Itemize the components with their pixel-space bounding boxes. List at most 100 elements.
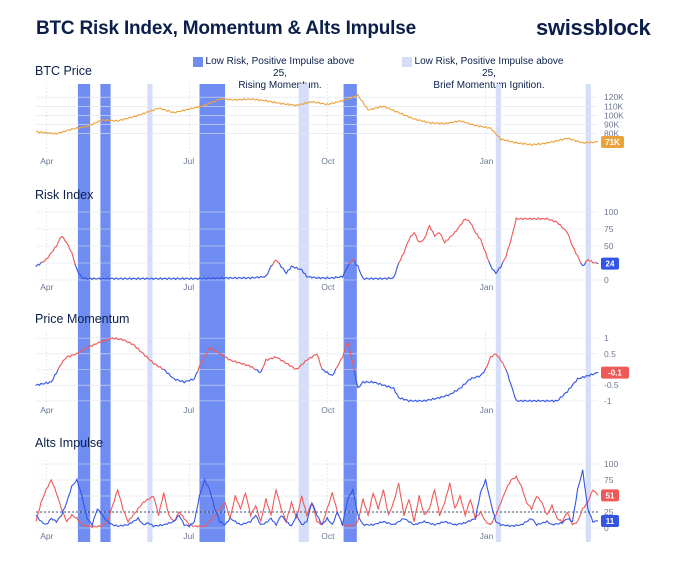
series-segment-1-218 (406, 239, 410, 244)
x-tick-label-1-2: Oct (321, 282, 335, 292)
series-segment-1-149 (289, 265, 293, 270)
series-segment-2-60 (137, 347, 141, 352)
series-segment-1-216 (403, 247, 407, 255)
x-tick-label-3-3: Jan (480, 531, 494, 541)
series-segment-2-275 (503, 365, 507, 371)
series-segment-1-264 (485, 251, 488, 259)
series-line-0-0 (35, 93, 599, 147)
series-segment-1-262 (481, 243, 485, 250)
series-segment-1-257 (473, 228, 476, 234)
series-segment-2-12 (55, 368, 59, 374)
x-tick-label-0-0: Apr (40, 156, 53, 166)
series-segment-2-167 (319, 364, 323, 370)
shaded-period-1 (100, 84, 111, 542)
series-segment-1-231 (428, 224, 432, 231)
series-segment-1-211 (394, 266, 398, 275)
series-segment-1-219 (408, 235, 412, 241)
x-tick-label-2-0: Apr (40, 405, 53, 415)
series-segment-2-10 (52, 374, 56, 381)
series-segment-2-95 (197, 365, 201, 372)
y-tick-label-0-0: 120K (604, 92, 624, 102)
series-segment-2-280 (512, 389, 516, 397)
series-segment-1-319 (578, 259, 582, 264)
series-segment-2-272 (498, 356, 502, 362)
series-segment-1-275 (503, 256, 507, 261)
series-segment-1-23 (74, 264, 78, 270)
x-tick-label-1-3: Jan (480, 282, 494, 292)
series-segment-1-278 (508, 238, 512, 247)
series-segment-1-259 (476, 233, 480, 239)
series-segment-2-97 (200, 359, 204, 365)
legend-swatch-light (402, 57, 412, 67)
series-segment-2-166 (318, 357, 321, 366)
series-segment-2-177 (336, 363, 340, 368)
series-segment-1-273 (500, 261, 504, 268)
series-segment-1-233 (432, 231, 436, 237)
shaded-period-4 (298, 84, 309, 542)
x-tick-label-1-1: Jul (183, 282, 194, 292)
series-segment-1-181 (343, 269, 347, 274)
series-segment-2-175 (333, 368, 337, 375)
series-segment-1-229 (425, 229, 429, 236)
series-segment-1-156 (301, 268, 304, 274)
y-tick-label-3-0: 100 (604, 459, 618, 469)
series-segment-2-250 (461, 383, 465, 389)
series-segment-1-19 (67, 244, 71, 251)
y-tick-label-2-3: -0.5 (604, 380, 619, 390)
legend-item-light: Low Risk, Positive Impulse above 25, Bri… (402, 56, 564, 92)
series-segment-1-212 (396, 262, 400, 269)
last-value-badge-btc-bg (601, 135, 624, 148)
series-segment-1-147 (285, 269, 289, 275)
x-tick-label-3-1: Jul (183, 531, 194, 541)
series-segment-1-281 (514, 217, 517, 227)
x-tick-label-3-2: Oct (321, 531, 335, 541)
series-segment-1-267 (490, 265, 493, 271)
series-segment-1-308 (559, 224, 563, 229)
x-tick-label-0-3: Jan (480, 156, 494, 166)
panel-title-0: BTC Price (35, 64, 92, 78)
series-segment-1-269 (493, 269, 497, 275)
series-segment-1-214 (399, 254, 403, 261)
y-tick-label-1-1: 75 (604, 224, 614, 234)
series-segment-2-281 (514, 395, 517, 401)
series-segment-1-217 (405, 242, 408, 249)
legend-strong-line2: Rising Momentum. (238, 80, 322, 91)
series-segment-1-139 (272, 260, 275, 266)
series-segment-2-276 (505, 369, 509, 375)
series-segment-1-266 (488, 261, 492, 267)
series-segment-2-266 (488, 355, 492, 362)
series-segment-2-178 (338, 358, 342, 365)
shaded-period-7 (585, 84, 591, 542)
series-segment-1-314 (570, 241, 574, 247)
series-segment-1-276 (505, 249, 509, 258)
series-segment-2-212 (396, 393, 400, 399)
y-tick-label-0-3: 90K (604, 120, 619, 130)
panel-title-2: Price Momentum (35, 312, 129, 326)
x-tick-label-2-2: Oct (321, 405, 335, 415)
series-segment-2-13 (57, 365, 61, 370)
series-segment-1-250 (461, 219, 465, 225)
series-segment-2-181 (343, 345, 347, 352)
y-tick-label-2-1: 0.5 (604, 349, 616, 359)
series-line-3-1 (35, 469, 599, 528)
shaded-period-5 (343, 84, 357, 542)
series-segment-1-7 (47, 254, 51, 259)
series-segment-2-132 (260, 367, 264, 373)
series-segment-2-191 (360, 380, 364, 385)
series-segment-1-247 (456, 227, 459, 232)
series-segment-1-158 (304, 273, 308, 278)
series-segment-2-263 (483, 368, 487, 373)
last-value-badge-risk: 24 (606, 260, 615, 269)
series-segment-1-256 (471, 224, 475, 230)
legend-swatch-strong (193, 57, 203, 67)
y-tick-label-0-1: 110K (604, 101, 624, 111)
x-tick-label-0-2: Oct (321, 156, 335, 166)
series-segment-1-280 (512, 225, 516, 233)
series-segment-1-271 (496, 267, 500, 272)
series-segment-1-12 (55, 241, 59, 248)
series-segment-2-98 (202, 355, 206, 361)
shaded-period-6 (495, 84, 501, 542)
series-segment-1-316 (573, 248, 577, 255)
x-tick-label-3-0: Apr (40, 531, 53, 541)
